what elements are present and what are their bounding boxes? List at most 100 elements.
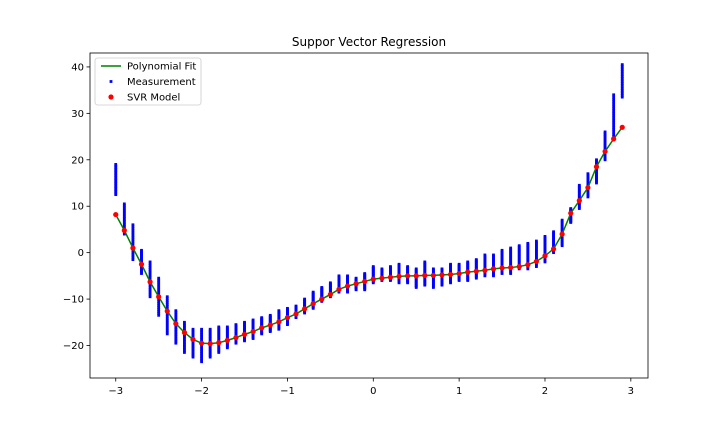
measurement-point — [200, 358, 203, 362]
x-tick-label: −2 — [194, 386, 209, 397]
measurement-point — [131, 250, 135, 254]
svr-model-point — [422, 272, 428, 278]
measurement-point — [148, 271, 152, 275]
measurement-point — [183, 344, 186, 348]
svr-model-point — [233, 335, 239, 341]
svr-model-point — [259, 325, 265, 331]
measurement-point — [157, 300, 161, 304]
measurement-point — [183, 327, 186, 331]
measurement-point — [217, 325, 221, 329]
measurement-point — [208, 333, 212, 337]
measurement-point — [612, 109, 616, 113]
measurement-point — [131, 227, 135, 230]
svr-model-point — [465, 269, 471, 275]
svr-model-point — [181, 329, 188, 336]
measurement-point — [157, 298, 161, 302]
legend-label: Measurement — [127, 77, 196, 88]
svr-model-point — [293, 311, 299, 317]
measurement-point — [122, 212, 126, 215]
measurement-point — [200, 348, 203, 352]
svr-model-point — [568, 210, 574, 216]
measurement-point — [148, 269, 152, 273]
svr-model-point — [525, 262, 531, 268]
measurement-point — [208, 346, 212, 350]
measurement-point — [131, 243, 135, 247]
measurement-point — [346, 274, 349, 278]
measurement-point — [157, 310, 161, 313]
measurement-point — [620, 63, 624, 67]
svr-model-point — [302, 306, 308, 312]
measurement-point — [286, 306, 289, 310]
measurement-point — [114, 169, 118, 173]
measurement-point — [612, 100, 616, 104]
measurement-point — [200, 360, 203, 364]
measurement-point — [620, 92, 624, 96]
measurement-point — [595, 158, 598, 162]
measurement-point — [535, 239, 538, 243]
measurement-point — [620, 64, 624, 68]
measurement-point — [191, 327, 195, 331]
measurement-point — [174, 329, 178, 333]
chart-title: Suppor Vector Regression — [292, 35, 446, 49]
measurement-point — [200, 336, 203, 340]
measurement-point — [294, 304, 298, 308]
measurement-point — [191, 345, 195, 349]
measurement-point — [122, 207, 126, 211]
measurement-point — [603, 153, 607, 157]
svr-model-point — [611, 136, 617, 142]
measurement-point — [612, 128, 616, 132]
measurement-point — [208, 335, 212, 338]
svr-model-point — [508, 264, 514, 271]
measurement-point — [114, 170, 118, 174]
svr-model-point — [310, 301, 316, 307]
measurement-point — [354, 276, 358, 280]
measurement-point — [148, 267, 152, 271]
svr-model-point — [447, 271, 454, 278]
measurement-point — [148, 295, 152, 299]
measurement-point — [363, 272, 367, 275]
x-tick-label: 2 — [542, 386, 548, 397]
measurement-point — [174, 316, 178, 319]
measurement-point — [148, 291, 152, 295]
svr-model-point — [276, 319, 282, 325]
measurement-point — [174, 336, 178, 340]
svr-model-point — [593, 164, 600, 170]
measurement-point — [114, 163, 118, 166]
measurement-point — [131, 258, 135, 262]
measurement-point — [157, 276, 161, 280]
measurement-point — [612, 130, 616, 134]
measurement-point — [165, 324, 169, 328]
measurement-point — [165, 307, 169, 310]
measurement-point — [620, 68, 624, 72]
measurement-point — [183, 336, 186, 340]
measurement-point — [586, 172, 590, 176]
measurement-point — [620, 76, 624, 80]
measurement-point — [131, 230, 135, 234]
measurement-point — [122, 208, 126, 212]
svr-model-point — [224, 337, 230, 343]
measurement-point — [148, 266, 152, 269]
measurement-point — [277, 309, 281, 313]
svr-model-point — [319, 296, 325, 302]
svr-model-point — [405, 273, 411, 279]
svr-model-point — [430, 272, 436, 278]
measurement-point — [165, 326, 169, 330]
measurement-point — [200, 332, 203, 336]
measurement-point — [492, 253, 495, 257]
svr-model-point — [499, 265, 505, 271]
measurement-point — [157, 288, 161, 292]
svr-model-point — [216, 340, 222, 346]
measurement-point — [612, 121, 616, 125]
measurement-point — [509, 246, 513, 250]
measurement-point — [122, 224, 126, 228]
measurement-point — [251, 318, 255, 322]
measurement-point — [191, 343, 195, 347]
measurement-point — [122, 216, 126, 220]
measurement-point — [122, 226, 126, 230]
svr-model-point — [207, 341, 213, 347]
measurement-point — [183, 341, 186, 345]
x-tick-label: −3 — [108, 386, 123, 397]
measurement-point — [603, 139, 607, 143]
measurement-point — [165, 312, 169, 316]
